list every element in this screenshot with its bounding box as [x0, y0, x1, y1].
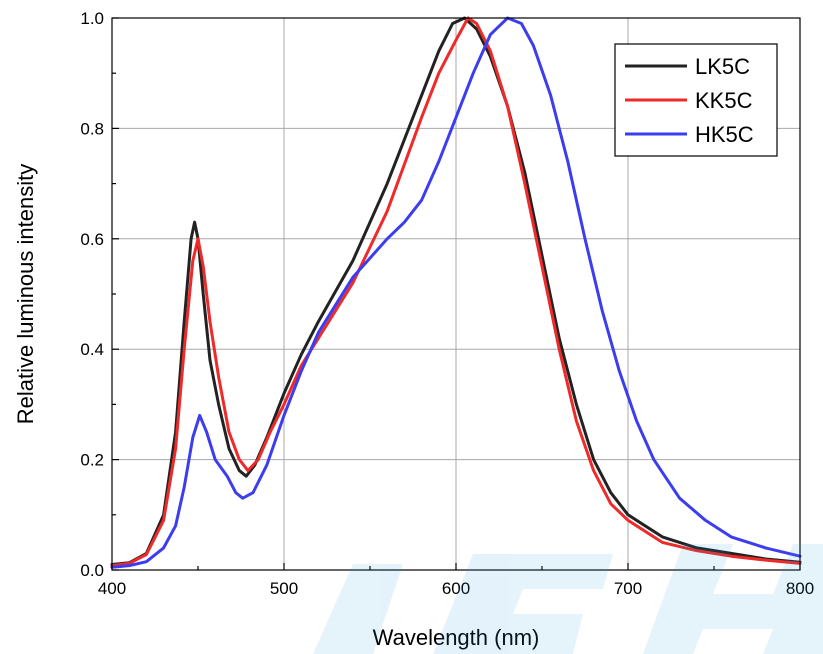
y-tick-label: 1.0 [80, 9, 104, 28]
y-tick-labels: 0.0 0.2 0.4 0.6 0.8 1.0 [80, 9, 104, 580]
legend-label-lk5c: LK5C [695, 54, 750, 79]
y-tick-label: 0.8 [80, 119, 104, 138]
y-tick-label: 0.2 [80, 451, 104, 470]
y-tick-label: 0.6 [80, 230, 104, 249]
series-line-kk5c [110, 16, 802, 568]
series-line-lk5c [110, 16, 802, 566]
series-line-hk5c [110, 16, 802, 569]
axis-ticks [111, 17, 801, 571]
legend: LK5C KK5C HK5C [614, 43, 778, 157]
y-axis-title: Relative luminous intensity [13, 164, 38, 424]
x-tick-label: 700 [614, 579, 642, 598]
y-tick-label: 0.4 [80, 340, 104, 359]
x-axis-title: Wavelength (nm) [373, 625, 540, 650]
x-tick-label: 400 [98, 579, 126, 598]
x-tick-label: 600 [442, 579, 470, 598]
legend-label-hk5c: HK5C [695, 122, 754, 147]
y-tick-label: 0.0 [80, 561, 104, 580]
series-layer [110, 16, 802, 569]
x-tick-labels: 400 500 600 700 800 [98, 579, 814, 598]
legend-label-kk5c: KK5C [695, 88, 753, 113]
x-tick-label: 500 [270, 579, 298, 598]
x-tick-label: 800 [786, 579, 814, 598]
